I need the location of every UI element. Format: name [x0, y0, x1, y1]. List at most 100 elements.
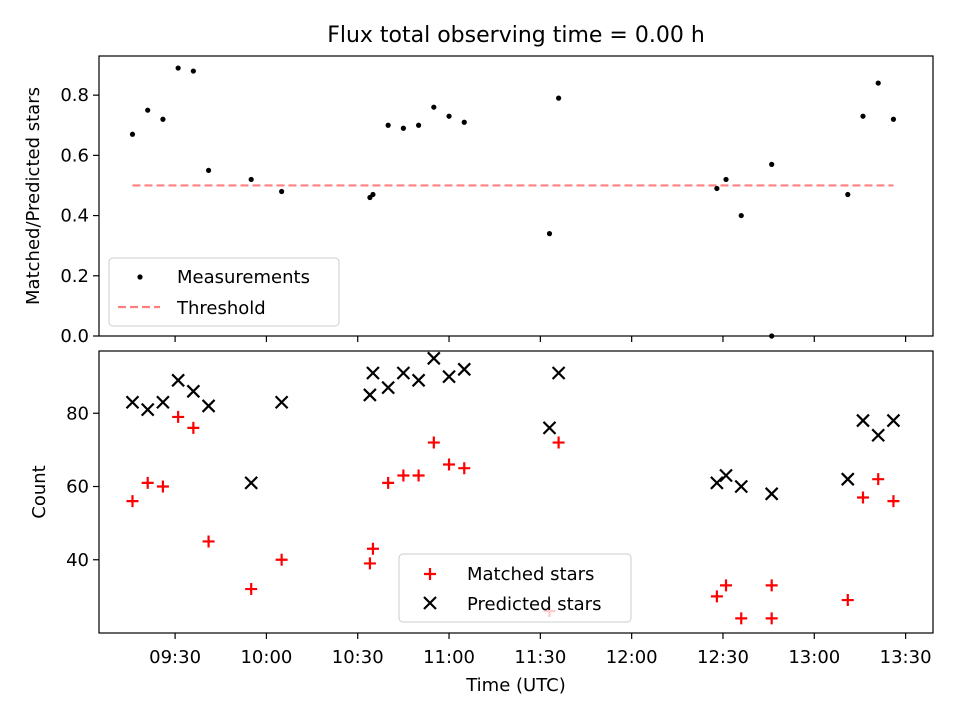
bottom-marks — [125, 351, 901, 625]
top-y-tick-label: 0.4 — [60, 206, 89, 227]
matched-star-point — [710, 590, 723, 603]
measurement-point — [248, 176, 254, 183]
matched-star-point — [382, 476, 395, 489]
legend-threshold-label: Threshold — [176, 298, 266, 319]
bottom-legend: Matched stars Predicted stars — [398, 553, 632, 623]
predicted-star-point — [363, 388, 377, 402]
measurement-point — [556, 95, 562, 101]
top-y-axis-label: Matched/Predicted stars — [23, 87, 44, 305]
measurement-point — [160, 116, 166, 122]
measurement-point — [385, 122, 391, 128]
measurement-point — [723, 176, 729, 183]
top-marks — [129, 65, 897, 339]
predicted-star-point — [381, 380, 395, 395]
bottom-y-tick-label: 60 — [66, 477, 89, 498]
top-axes-frame — [98, 55, 934, 337]
measurement-point — [400, 125, 406, 131]
matched-star-point — [141, 476, 154, 489]
matched-star-point — [856, 491, 869, 504]
measurement-point — [769, 161, 775, 167]
x-tick-label: 11:30 — [514, 647, 566, 668]
predicted-star-point — [840, 472, 855, 486]
matched-star-point — [735, 612, 748, 625]
x-tick-label: 13:30 — [880, 647, 932, 668]
legend-predicted-marker — [423, 596, 437, 610]
bottom-plot: 40 60 80 09:30 10:00 10:30 11:00 11:30 12:00 12:… — [29, 350, 934, 696]
predicted-star-point — [201, 399, 216, 413]
measurement-point — [860, 113, 866, 119]
top-y-tick-label: 0.6 — [60, 145, 89, 166]
measurement-point — [415, 122, 422, 128]
predicted-star-point — [411, 373, 426, 388]
measurement-point — [714, 185, 720, 192]
bottom-legend-box — [398, 553, 632, 623]
matched-star-point — [443, 458, 456, 471]
predicted-star-point — [366, 366, 380, 380]
matched-star-point — [366, 542, 379, 555]
measurement-point — [546, 231, 553, 237]
predicted-star-point — [719, 468, 733, 483]
predicted-star-point — [396, 366, 411, 380]
bottom-y-tick-label: 40 — [66, 550, 89, 571]
measurement-point — [145, 107, 151, 113]
measurement-point — [845, 191, 851, 198]
measurement-point — [279, 188, 285, 195]
predicted-star-point — [125, 395, 140, 410]
predicted-star-point — [427, 351, 441, 366]
x-tick-label: 11:00 — [423, 647, 475, 668]
predicted-star-point — [171, 373, 185, 388]
predicted-star-point — [274, 395, 289, 410]
predicted-star-point — [140, 402, 155, 417]
measurement-point — [129, 131, 136, 137]
top-y-ticks: 0.0 0.2 0.4 0.6 0.8 — [60, 85, 99, 347]
top-plot: 0.00.20.40.60.8 Matched/Predicted stars … — [23, 55, 934, 347]
matched-star-point — [397, 469, 410, 482]
matched-star-point — [427, 436, 440, 449]
legend-measurements-marker — [137, 274, 143, 280]
x-tick-label: 13:00 — [788, 647, 840, 668]
x-tick-label: 10:30 — [332, 647, 384, 668]
matched-star-point — [887, 495, 900, 508]
x-tick-label: 12:00 — [606, 647, 658, 668]
predicted-star-point — [871, 428, 885, 443]
predicted-star-point — [764, 487, 779, 501]
matched-star-point — [202, 535, 215, 548]
x-tick-label: 09:30 — [149, 647, 201, 668]
bottom-y-ticks: 40 60 80 — [66, 403, 99, 571]
legend-matched-marker — [424, 568, 436, 580]
measurement-point — [370, 191, 376, 198]
measurement-point — [446, 113, 452, 119]
matched-star-point — [172, 410, 185, 423]
legend-matched-label: Matched stars — [467, 564, 594, 585]
top-x-ticks — [174, 336, 907, 342]
matched-star-point — [245, 583, 258, 596]
predicted-star-point — [457, 362, 472, 377]
chart-title: Flux total observing time = 0.00 h — [327, 23, 705, 48]
matched-star-point — [363, 557, 376, 570]
matched-star-point — [156, 480, 169, 493]
matched-star-point — [275, 553, 288, 566]
top-legend-box — [108, 257, 340, 327]
matched-star-point — [765, 612, 778, 625]
legend-predicted-label: Predicted stars — [467, 594, 601, 615]
matched-star-point — [872, 473, 885, 486]
predicted-star-point — [886, 413, 901, 428]
bottom-y-tick-label: 80 — [66, 403, 89, 424]
x-tick-label: 10:00 — [240, 647, 292, 668]
x-axis-label: Time (UTC) — [465, 675, 566, 696]
bottom-axes-frame — [98, 350, 934, 634]
matched-star-point — [458, 462, 471, 475]
top-y-tick-label: 0.0 — [60, 326, 89, 347]
measurement-point — [461, 119, 467, 125]
predicted-star-point — [710, 476, 724, 490]
matched-star-point — [187, 421, 200, 434]
bottom-y-axis-label: Count — [29, 465, 50, 518]
measurement-point — [431, 104, 437, 110]
predicted-star-point — [442, 369, 456, 384]
top-y-tick-label: 0.8 — [60, 85, 89, 106]
measurement-point — [875, 80, 881, 86]
predicted-star-point — [156, 395, 170, 410]
predicted-star-point — [186, 384, 201, 399]
measurement-point — [175, 65, 181, 71]
